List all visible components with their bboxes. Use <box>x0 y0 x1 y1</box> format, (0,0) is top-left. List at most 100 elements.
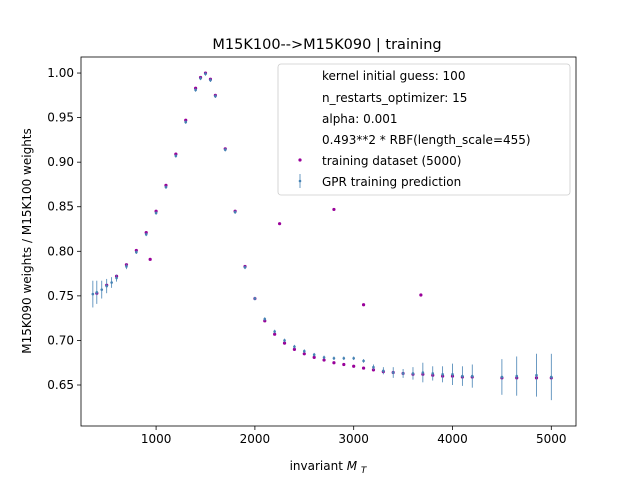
prediction-marker <box>362 359 365 363</box>
x-axis-label: invariant M T <box>290 459 368 476</box>
prediction-marker <box>110 281 113 284</box>
training-point <box>352 364 356 368</box>
training-point <box>332 361 336 365</box>
prediction-point <box>461 366 464 386</box>
prediction-point <box>283 338 286 343</box>
training-point <box>361 303 366 307</box>
plot-frame <box>80 56 577 427</box>
prediction-marker <box>144 233 148 236</box>
prediction-point <box>125 263 128 270</box>
training-point <box>322 358 326 362</box>
y-tick-label: 0.65 <box>47 378 74 392</box>
prediction-marker <box>342 356 346 360</box>
prediction-marker <box>312 353 316 356</box>
prediction-marker <box>100 288 104 291</box>
prediction-marker <box>283 339 286 342</box>
y-tick-label: 1.00 <box>47 66 74 80</box>
prediction-point <box>184 120 188 124</box>
prediction-marker <box>125 265 128 268</box>
prediction-point <box>95 280 99 304</box>
prediction-marker <box>263 317 267 321</box>
x-tick-label: 5000 <box>536 432 567 446</box>
training-point <box>282 341 287 345</box>
prediction-marker <box>391 371 395 374</box>
prediction-marker <box>209 78 212 82</box>
prediction-point <box>342 356 346 361</box>
prediction-point <box>322 355 326 360</box>
prediction-point <box>451 363 454 385</box>
prediction-marker <box>401 372 405 375</box>
prediction-point <box>105 278 108 294</box>
prediction-marker <box>91 292 95 296</box>
y-tick-label: 0.80 <box>47 244 74 258</box>
prediction-marker <box>322 356 326 359</box>
prediction-point <box>411 367 415 380</box>
prediction-marker <box>500 375 504 379</box>
prediction-point <box>391 367 395 378</box>
prediction-point <box>500 359 504 395</box>
prediction-point <box>312 352 316 357</box>
prediction-point <box>204 72 207 76</box>
prediction-point <box>362 359 365 363</box>
prediction-marker <box>411 372 415 375</box>
y-tick-label: 0.75 <box>47 289 74 303</box>
prediction-point <box>174 154 178 158</box>
legend-info-restarts: n_restarts_optimizer: 15 <box>322 91 467 105</box>
prediction-marker <box>164 185 168 189</box>
x-tick-label: 2000 <box>240 432 271 446</box>
prediction-marker <box>223 148 227 151</box>
prediction-point <box>164 185 168 189</box>
legend-info-fitted-kernel: 0.493**2 * RBF(length_scale=455) <box>322 133 531 147</box>
prediction-marker <box>233 210 237 214</box>
y-axis: 0.65 0.70 0.75 0.80 0.85 0.90 0.95 1.00 <box>47 66 81 392</box>
legend-info-alpha: alpha: 0.001 <box>322 112 397 126</box>
prediction-point <box>91 280 95 308</box>
prediction-marker <box>154 211 158 215</box>
training-point <box>273 332 277 336</box>
legend-label-prediction: GPR training prediction <box>322 175 461 189</box>
prediction-marker <box>451 373 454 376</box>
training-point <box>419 293 423 297</box>
prediction-marker <box>441 373 444 376</box>
chart-title: M15K100-->M15K090 | training <box>212 37 441 53</box>
prediction-marker <box>421 371 425 374</box>
prediction-marker <box>95 291 99 294</box>
prediction-point <box>273 329 276 334</box>
prediction-marker <box>214 94 217 98</box>
prediction-point <box>382 367 385 375</box>
x-tick-label: 1000 <box>141 432 172 446</box>
training-point <box>148 257 152 261</box>
prediction-marker <box>515 374 519 378</box>
y-tick-label: 0.90 <box>47 155 74 169</box>
prediction-marker <box>273 330 276 333</box>
prediction-point <box>243 265 247 270</box>
prediction-marker <box>199 77 202 80</box>
training-point <box>277 222 282 226</box>
y-tick-label: 0.85 <box>47 200 74 214</box>
training-point <box>332 207 336 212</box>
prediction-marker <box>352 356 355 360</box>
x-axis-label-text: invariant <box>290 459 344 473</box>
prediction-point <box>209 78 212 82</box>
prediction-point <box>223 147 227 152</box>
legend-info-kernel: kernel initial guess: 100 <box>322 69 465 83</box>
x-tick-label: 4000 <box>437 432 468 446</box>
prediction-marker <box>470 374 474 378</box>
prediction-marker <box>302 349 306 353</box>
prediction-marker <box>549 375 553 379</box>
prediction-point <box>401 368 405 378</box>
legend: kernel initial guess: 100 n_restarts_opt… <box>277 63 571 196</box>
prediction-marker <box>372 365 375 369</box>
prediction-point <box>535 353 538 397</box>
prediction-point <box>144 232 148 237</box>
prediction-point <box>154 211 158 215</box>
prediction-marker <box>243 266 247 269</box>
prediction-point <box>233 210 237 214</box>
prediction-marker <box>115 276 118 280</box>
prediction-point <box>214 94 217 98</box>
y-tick-label: 0.70 <box>47 333 74 347</box>
prediction-marker <box>174 154 178 158</box>
prediction-marker <box>253 297 257 300</box>
prediction-point <box>352 356 355 361</box>
